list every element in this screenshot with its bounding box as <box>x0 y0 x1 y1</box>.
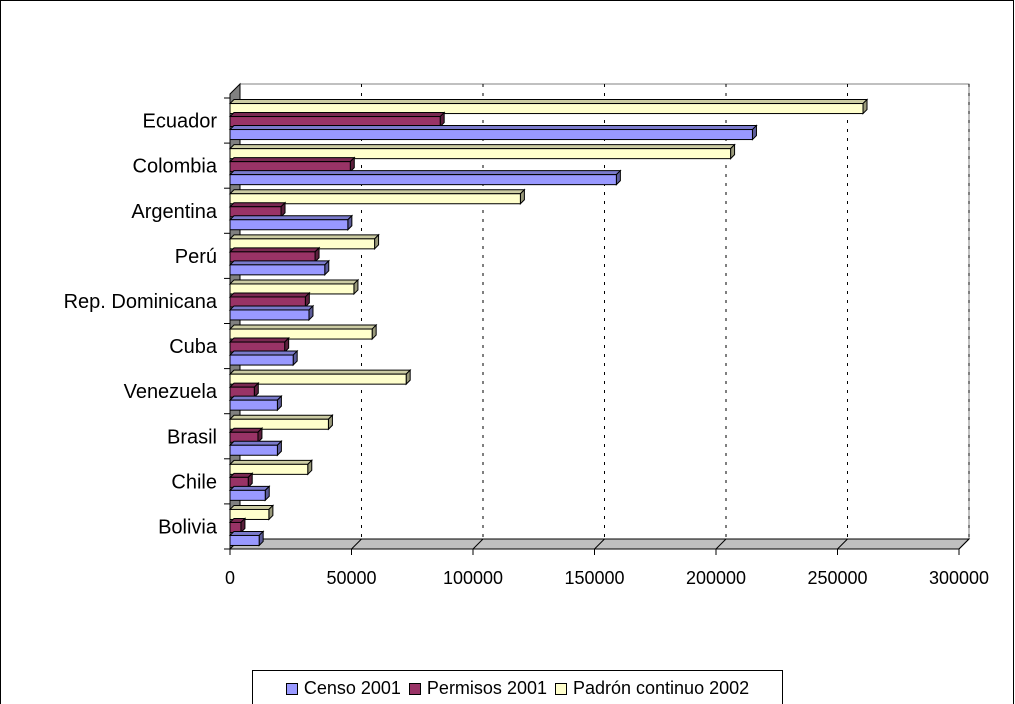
bar-top <box>230 190 524 194</box>
bar-front <box>230 445 277 455</box>
bar-top <box>230 261 329 265</box>
bar <box>230 370 410 384</box>
bar-top <box>230 158 354 162</box>
bar <box>230 216 352 230</box>
bar <box>230 441 281 455</box>
bar-top <box>230 126 756 130</box>
bar-top <box>230 415 332 419</box>
legend-swatch-censo <box>286 683 298 695</box>
x-tick-label: 250000 <box>807 568 867 588</box>
bar-top <box>230 486 269 490</box>
bar-top <box>230 441 281 445</box>
chart-plot: 0 50000 100000 150000 200000 250000 300000 Bol… <box>1 1 1015 671</box>
bar <box>230 486 269 500</box>
category-label: Bolivia <box>158 516 218 538</box>
bar <box>230 203 285 217</box>
bar <box>230 428 262 442</box>
bar-top <box>230 338 289 342</box>
legend-label-permisos: Permisos 2001 <box>427 678 547 699</box>
bar <box>230 126 756 140</box>
bar <box>230 100 867 114</box>
bar <box>230 518 245 532</box>
category-label: Venezuela <box>124 381 218 403</box>
bar-top <box>230 203 285 207</box>
bar <box>230 415 332 429</box>
x-tick-label: 150000 <box>564 568 624 588</box>
bar <box>230 473 252 487</box>
x-tick-label: 50000 <box>326 568 376 588</box>
bar-top <box>230 306 313 310</box>
bar <box>230 261 329 275</box>
bar-front <box>230 535 259 545</box>
bar-top <box>230 351 297 355</box>
bar-top <box>230 531 263 535</box>
bar <box>230 190 524 204</box>
category-label: Cuba <box>169 336 218 358</box>
bar-front <box>230 490 265 500</box>
bar-front <box>230 175 616 185</box>
bar-top <box>230 505 273 509</box>
bar-top <box>230 280 358 284</box>
bar <box>230 306 313 320</box>
bar-front <box>230 265 325 275</box>
bar-front <box>230 310 309 320</box>
bar <box>230 396 281 410</box>
bar-top <box>230 428 262 432</box>
bar <box>230 338 289 352</box>
bar <box>230 280 358 294</box>
category-label: Ecuador <box>143 111 218 133</box>
bar <box>230 325 376 339</box>
legend-item-padron: Padrón continuo 2002 <box>555 678 749 699</box>
x-tick-label: 0 <box>225 568 235 588</box>
legend-item-censo: Censo 2001 <box>286 678 401 699</box>
bar <box>230 293 309 307</box>
bar-front <box>230 400 277 410</box>
bar-top <box>230 113 444 117</box>
bar-top <box>230 293 309 297</box>
legend-label-padron: Padrón continuo 2002 <box>573 678 749 699</box>
x-tick-labels: 0 50000 100000 150000 200000 250000 300000 <box>225 568 989 588</box>
category-label: Argentina <box>131 201 217 223</box>
bar <box>230 383 258 397</box>
bar-top <box>230 460 312 464</box>
bar <box>230 145 735 159</box>
bar <box>230 235 379 249</box>
legend-item-permisos: Permisos 2001 <box>409 678 547 699</box>
bar-top <box>230 235 379 239</box>
x-tick-label: 300000 <box>929 568 989 588</box>
bar-front <box>230 220 348 230</box>
x-tick-label: 100000 <box>443 568 503 588</box>
bar-top <box>230 216 352 220</box>
bar-top <box>230 171 620 175</box>
bar <box>230 531 263 545</box>
legend-swatch-permisos <box>409 683 421 695</box>
category-label: Chile <box>171 471 217 493</box>
category-label: Perú <box>175 246 217 268</box>
legend: Censo 2001 Permisos 2001 Padrón continuo… <box>252 670 783 704</box>
bar <box>230 171 620 185</box>
bar <box>230 460 312 474</box>
bar-top <box>230 100 867 104</box>
bar <box>230 505 273 519</box>
category-label: Rep. Dominicana <box>64 291 218 313</box>
legend-label-censo: Censo 2001 <box>304 678 401 699</box>
bar <box>230 351 297 365</box>
x-tick-label: 200000 <box>686 568 746 588</box>
category-labels: Bolivia Chile Brasil Venezuela Cuba Rep. Domi… <box>64 111 218 539</box>
bar-top <box>230 248 319 252</box>
bar-top <box>230 396 281 400</box>
bar-front <box>230 130 752 140</box>
category-label: Brasil <box>167 426 217 448</box>
bar-top <box>230 383 258 387</box>
bar <box>230 113 444 127</box>
bar <box>230 248 319 262</box>
bar-top <box>230 370 410 374</box>
bar-top <box>230 325 376 329</box>
bar-front <box>230 355 293 365</box>
category-label: Colombia <box>133 156 218 178</box>
bar-top <box>230 145 735 149</box>
legend-swatch-padron <box>555 683 567 695</box>
bar <box>230 158 354 172</box>
